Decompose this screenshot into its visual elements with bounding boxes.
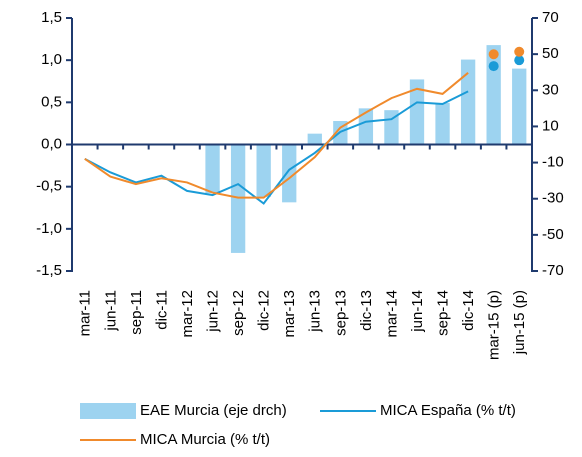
y2-tick-label: 50 (542, 45, 559, 62)
bar (230, 144, 246, 253)
x-tick-label: dic-12 (256, 290, 273, 331)
bar (256, 144, 271, 197)
x-tick-label: mar-11 (77, 290, 94, 336)
projection-point (514, 55, 525, 66)
projection-point (514, 46, 525, 57)
line (84, 72, 469, 199)
bar (512, 68, 527, 145)
bar (460, 59, 476, 145)
bar (435, 102, 450, 145)
y-tick-label: -0,5 (36, 178, 62, 195)
legend-label: MICA Murcia (% t/t) (140, 431, 270, 448)
legend-label: MICA España (% t/t) (380, 402, 516, 419)
x-tick-label: jun-12 (205, 290, 222, 333)
x-tick-label: mar-13 (281, 290, 298, 338)
x-tick-label: dic-14 (460, 290, 477, 331)
x-tick-label: jun-11 (102, 290, 119, 332)
bar (409, 79, 425, 145)
bar (358, 108, 374, 145)
x-tick-label: dic-13 (358, 290, 375, 331)
projection-point (488, 49, 499, 60)
y-tick-label: -1,5 (36, 262, 62, 279)
y2-tick-label: -30 (542, 190, 564, 207)
x-tick-label: jun-14 (409, 290, 426, 333)
y-tick-label: 0,0 (41, 135, 62, 152)
x-tick-label: dic-11 (153, 290, 170, 330)
x-tick-label: mar-12 (179, 290, 196, 338)
x-tick-label: mar-14 (383, 290, 400, 338)
x-tick-label: mar-15 (p) (486, 290, 503, 360)
x-tick-label: jun-13 (307, 290, 324, 333)
x-tick-label: sep-11 (128, 290, 145, 335)
y-tick-label: -1,0 (36, 220, 62, 237)
projection-point (488, 61, 499, 72)
y2-tick-label: 10 (542, 117, 559, 134)
y2-tick-label: -10 (542, 154, 564, 171)
y2-tick-label: 30 (542, 81, 559, 98)
bar (307, 133, 322, 145)
legend-swatch (80, 403, 136, 419)
x-tick-label: sep-13 (332, 290, 349, 336)
x-tick-label: sep-12 (230, 290, 247, 336)
legend-label: EAE Murcia (eje drch) (140, 402, 287, 419)
bar (205, 144, 220, 194)
y2-tick-label: 70 (542, 9, 559, 26)
x-tick-label: jun-15 (p) (511, 290, 528, 355)
bar (282, 144, 297, 203)
y-tick-label: 1,0 (41, 51, 62, 68)
y-tick-label: 0,5 (41, 93, 62, 110)
y-tick-label: 1,5 (41, 9, 62, 26)
y2-tick-label: -70 (542, 262, 564, 279)
bar (486, 45, 501, 145)
x-tick-label: sep-14 (435, 290, 452, 336)
y2-tick-label: -50 (542, 226, 564, 243)
line (84, 90, 469, 205)
